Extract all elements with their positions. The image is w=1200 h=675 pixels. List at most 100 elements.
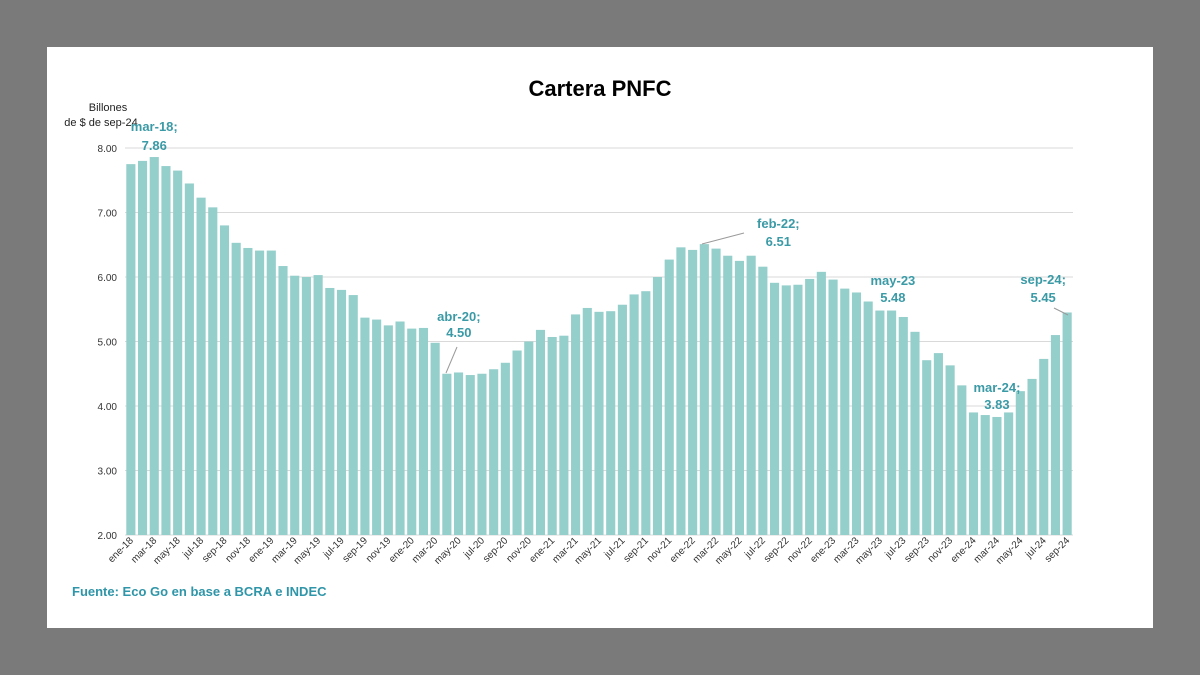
x-tick-label: sep-19 — [341, 535, 371, 565]
bar — [1015, 391, 1025, 535]
bar — [137, 160, 148, 535]
bar — [840, 288, 850, 535]
bar — [266, 250, 276, 535]
bar — [664, 259, 674, 535]
bar — [617, 304, 627, 535]
annotation-leader-line — [701, 232, 745, 245]
bar — [980, 415, 990, 535]
bar — [793, 284, 803, 535]
bar — [629, 294, 639, 535]
bar — [887, 310, 897, 535]
bar — [512, 350, 522, 535]
bar — [184, 183, 194, 535]
bar — [231, 242, 241, 535]
bar — [173, 170, 183, 535]
bar — [196, 197, 206, 536]
bar — [957, 385, 967, 535]
bar — [383, 325, 393, 535]
bar — [325, 287, 335, 535]
bar — [547, 336, 557, 535]
annotation-label: feb-22; — [757, 216, 800, 231]
x-tick-label: sep-24 — [1043, 535, 1073, 565]
bar — [477, 373, 487, 535]
annotation-value: 5.45 — [1030, 290, 1055, 305]
x-tick-label: may-23 — [854, 535, 886, 567]
annotation-label: may-23 — [870, 273, 915, 288]
annotation-leader-line — [1053, 307, 1069, 316]
x-tick-label: sep-18 — [200, 535, 230, 565]
bars — [126, 157, 1072, 536]
bar — [465, 375, 475, 535]
bar — [805, 278, 815, 535]
bar-chart: Cartera PNFC Billones de $ de sep-24 2.0… — [64, 76, 1073, 599]
bar — [489, 369, 499, 535]
annotation-label: mar-18; — [131, 119, 178, 134]
x-tick-label: may-22 — [713, 535, 745, 567]
bar — [430, 342, 440, 535]
bar — [699, 244, 709, 536]
bar — [161, 166, 171, 535]
bar — [360, 317, 370, 535]
bar — [219, 225, 230, 535]
bar — [301, 277, 311, 535]
bar — [594, 311, 604, 535]
bar — [500, 362, 510, 535]
y-tick-label: 3.00 — [98, 467, 118, 478]
bar — [828, 279, 838, 535]
bar — [571, 314, 581, 535]
bar — [559, 335, 569, 535]
bar — [734, 260, 745, 535]
bar — [407, 328, 417, 535]
bar — [208, 207, 218, 535]
bar — [524, 341, 534, 535]
bar — [711, 248, 721, 535]
annotations: mar-18; 7.86 abr-20;4.50 feb-22; 6.51 may-23 5… — [131, 119, 1069, 412]
bar — [898, 316, 908, 535]
bar — [348, 295, 358, 535]
bar — [945, 365, 955, 535]
bar — [453, 372, 464, 535]
bar — [1039, 358, 1049, 535]
bar — [816, 271, 826, 535]
bar — [372, 319, 382, 535]
x-tick-label: may-20 — [432, 535, 464, 567]
y-axis-label-line-2: de $ de sep-24 — [64, 117, 137, 129]
annotation-value: 7.86 — [142, 138, 167, 153]
chart-card: Cartera PNFC Billones de $ de sep-24 2.0… — [47, 47, 1153, 628]
bar — [676, 247, 686, 535]
x-tick-label: sep-21 — [622, 535, 652, 565]
annotation-value: 3.83 — [984, 397, 1009, 412]
bar — [910, 331, 920, 535]
x-tick-label: sep-23 — [902, 535, 932, 565]
y-tick-label: 2.00 — [98, 531, 118, 542]
bar — [851, 292, 862, 535]
bar — [442, 373, 452, 535]
bar — [1027, 378, 1037, 535]
y-tick-label: 5.00 — [98, 338, 118, 349]
bar — [418, 327, 429, 535]
bar — [758, 266, 768, 535]
bar — [126, 164, 136, 535]
bar — [243, 247, 253, 535]
bar — [875, 310, 885, 535]
x-tick-label: may-21 — [573, 535, 605, 567]
bar — [278, 266, 288, 535]
bar — [535, 329, 546, 535]
annotation-value: 5.48 — [880, 290, 905, 305]
bar — [1062, 312, 1072, 535]
bar — [992, 416, 1002, 535]
bar — [922, 360, 932, 535]
annotation-value: 4.50 — [446, 325, 471, 340]
bar — [933, 353, 943, 535]
source-note: Fuente: Eco Go en base a BCRA e INDEC — [72, 584, 327, 599]
bar — [313, 275, 323, 535]
x-tick-label: sep-22 — [762, 535, 792, 565]
bar — [290, 275, 300, 535]
annotation-value: 6.51 — [766, 234, 791, 249]
y-tick-label: 7.00 — [98, 209, 118, 220]
bar — [781, 285, 791, 535]
y-tick-label: 6.00 — [98, 273, 118, 284]
bar — [652, 277, 663, 535]
annotation-label: sep-24; — [1020, 272, 1066, 287]
bar — [863, 301, 873, 535]
